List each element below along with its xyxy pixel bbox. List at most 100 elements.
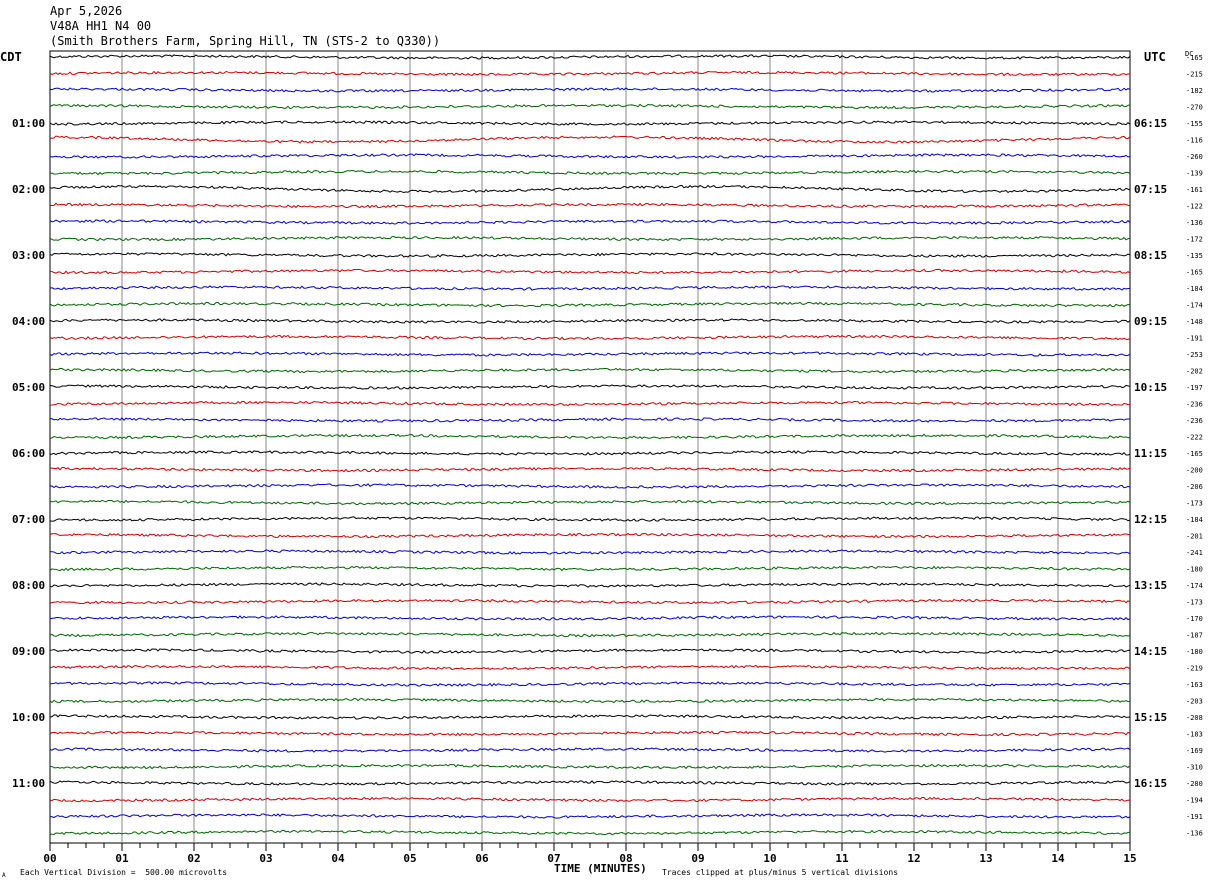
left-hour-label: 09:00 [12, 645, 45, 658]
dc-offset-label: -201 [1186, 533, 1203, 541]
right-hour-label: 10:15 [1134, 381, 1167, 394]
dc-offset-label: -136 [1186, 219, 1203, 227]
left-hour-label: 07:00 [12, 513, 45, 526]
left-hour-label: 06:00 [12, 447, 45, 460]
dc-offset-label: -184 [1186, 285, 1203, 293]
right-hour-label: 08:15 [1134, 249, 1167, 262]
dc-offset-label: -202 [1186, 368, 1203, 376]
seismic-trace [49, 631, 1131, 638]
seismic-trace [49, 565, 1131, 572]
dc-offset-label: -280 [1186, 780, 1203, 788]
dc-offset-label: -184 [1186, 516, 1203, 524]
dc-offset-label: -174 [1186, 582, 1203, 590]
header-location: (Smith Brothers Farm, Spring Hill, TN (S… [50, 34, 441, 48]
dc-offset-label: -208 [1186, 714, 1203, 722]
seismic-trace [49, 813, 1131, 819]
dc-offset-label: -161 [1186, 186, 1203, 194]
left-hour-label: 03:00 [12, 249, 45, 262]
plot-frame [49, 50, 1131, 844]
dc-offset-label: -215 [1186, 71, 1203, 79]
left-hour-label: 02:00 [12, 183, 45, 196]
dc-offset-label: -122 [1186, 203, 1203, 211]
dc-offset-label: -200 [1186, 467, 1203, 475]
seismic-trace [49, 268, 1131, 275]
dc-offset-label: -182 [1186, 87, 1203, 95]
dc-label: DC [1185, 50, 1194, 58]
dc-offset-label: -165 [1186, 269, 1203, 277]
x-tick-label: 11 [835, 852, 849, 865]
seismic-trace [49, 135, 1131, 144]
dc-offset-label: -155 [1186, 120, 1203, 128]
seismic-trace [49, 483, 1131, 489]
seismic-trace [49, 252, 1131, 258]
seismic-trace [49, 120, 1131, 126]
seismic-trace [49, 532, 1131, 539]
right-hour-label: 13:15 [1134, 579, 1167, 592]
x-tick-label: 10 [763, 852, 776, 865]
dc-offset-label: -183 [1186, 731, 1203, 739]
seismic-trace [49, 351, 1131, 357]
seismic-trace [49, 499, 1131, 506]
left-timezone-label: CDT [0, 50, 22, 64]
seismic-trace [49, 780, 1131, 786]
dc-offset-label: -260 [1186, 153, 1203, 161]
right-hour-label: 15:15 [1134, 711, 1167, 724]
seismic-trace [49, 235, 1131, 242]
seismic-trace [49, 70, 1131, 77]
left-hour-label: 10:00 [12, 711, 45, 724]
seismic-trace [49, 153, 1131, 159]
seismic-trace [49, 318, 1131, 324]
x-tick-label: 01 [115, 852, 129, 865]
seismic-trace [49, 103, 1131, 110]
seismic-trace [49, 615, 1131, 621]
dc-offset-label: -180 [1186, 648, 1203, 656]
dc-offset-label: -203 [1186, 698, 1203, 706]
x-axis-title: TIME (MINUTES) [554, 862, 647, 875]
clip-note: Traces clipped at plus/minus 5 vertical … [662, 868, 899, 877]
dc-offset-label: -172 [1186, 236, 1203, 244]
left-hour-label: 08:00 [12, 579, 45, 592]
dc-offset-label: -310 [1186, 764, 1203, 772]
seismic-trace [49, 87, 1131, 93]
right-hour-label: 09:15 [1134, 315, 1167, 328]
dc-offset-label: -163 [1186, 681, 1203, 689]
dc-offset-label: -270 [1186, 104, 1203, 112]
seismic-trace [49, 648, 1131, 654]
right-hour-label: 06:15 [1134, 117, 1167, 130]
dc-offset-label: -187 [1186, 632, 1203, 640]
seismic-trace [49, 664, 1131, 671]
x-tick-label: 06 [475, 852, 489, 865]
right-hour-label: 14:15 [1134, 645, 1167, 658]
dc-offset-label: -194 [1186, 797, 1203, 805]
seismic-trace [49, 598, 1131, 605]
dc-offset-label: -191 [1186, 813, 1203, 821]
seismic-trace [49, 582, 1131, 588]
seismic-trace [49, 516, 1131, 522]
header-station: V48A HH1 N4 00 [50, 19, 152, 33]
dc-offset-label: -180 [1186, 566, 1203, 574]
seismic-trace [49, 384, 1131, 390]
seismic-trace [49, 400, 1131, 407]
dc-offset-label: -219 [1186, 665, 1203, 673]
right-hour-label: 11:15 [1134, 447, 1167, 460]
seismic-trace [49, 169, 1131, 176]
vertical-division-note: Each Vertical Division = 500.00 microvol… [20, 868, 228, 877]
header-date: Apr 5,2026 [50, 4, 123, 18]
seismic-trace [49, 747, 1131, 753]
dc-offset-label: -169 [1186, 747, 1203, 755]
x-tick-label: 00 [43, 852, 56, 865]
dc-offset-label: -165 [1186, 54, 1203, 62]
seismic-trace [49, 285, 1131, 291]
dc-offset-label: -148 [1186, 318, 1203, 326]
x-tick-label: 13 [979, 852, 992, 865]
dc-offset-label: -139 [1186, 170, 1203, 178]
dc-offset-label: -136 [1186, 830, 1203, 838]
seismic-trace [49, 681, 1131, 687]
seismic-trace [49, 54, 1131, 60]
dc-offset-label: -222 [1186, 434, 1203, 442]
dc-offset-label: -241 [1186, 549, 1203, 557]
seismic-trace [49, 367, 1131, 374]
dc-offset-label: -170 [1186, 615, 1203, 623]
seismic-trace [49, 417, 1131, 423]
